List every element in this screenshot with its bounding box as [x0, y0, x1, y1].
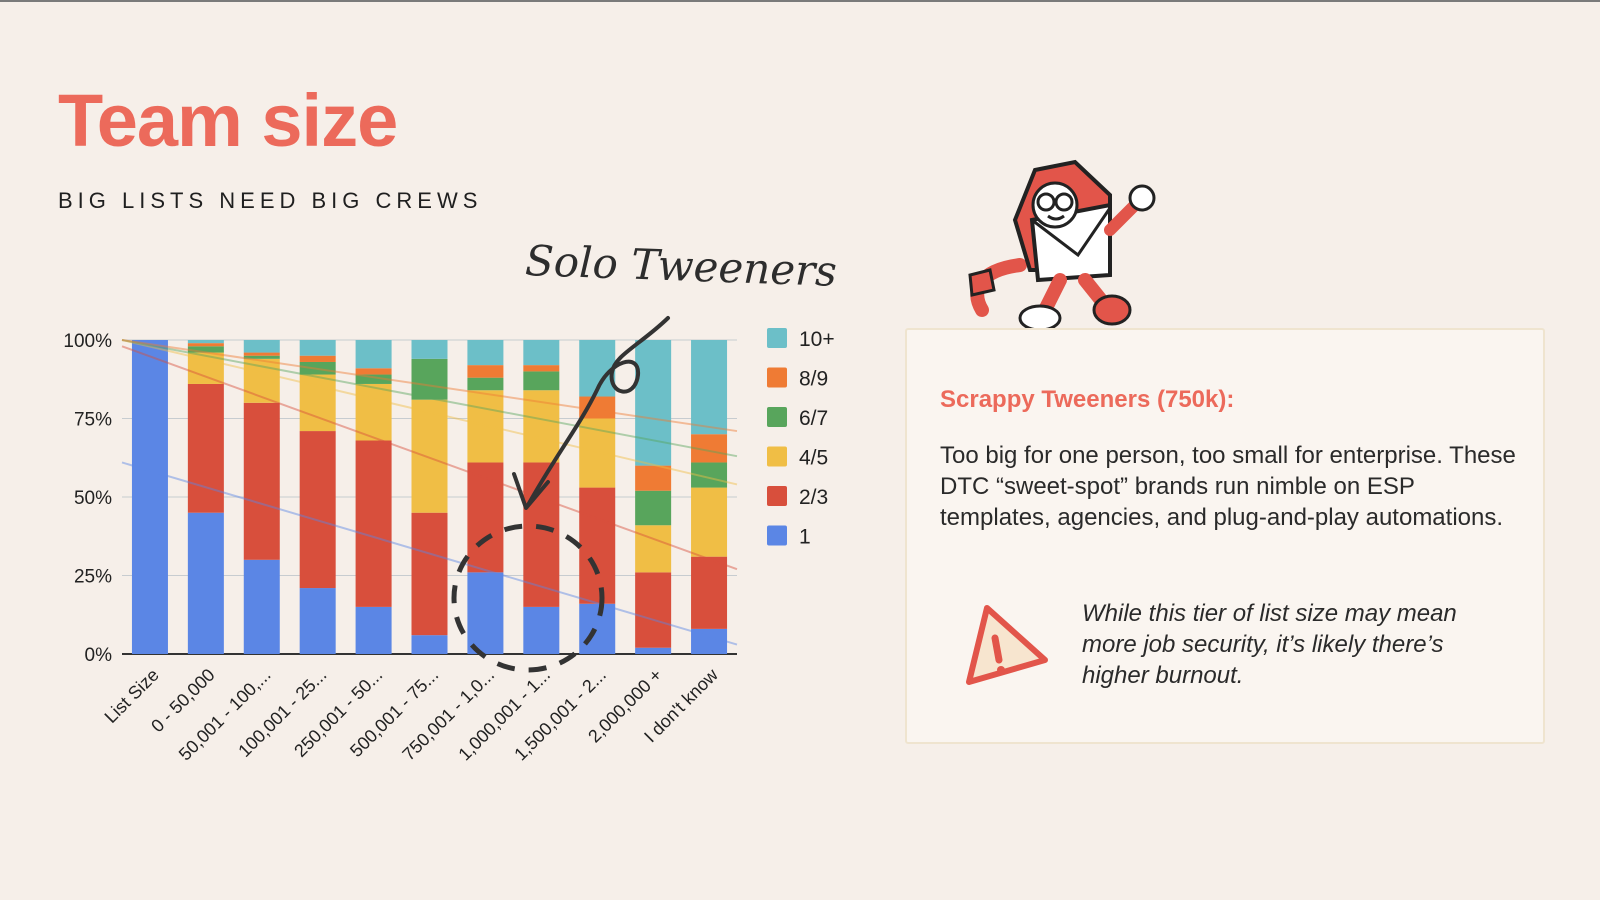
bar-segment [187, 340, 224, 344]
bar-segment [523, 462, 560, 607]
bar-segment [355, 383, 392, 441]
y-tick-label: 0% [85, 645, 113, 666]
bar-segment [635, 340, 672, 466]
bar-segment [635, 465, 672, 491]
bar-segment [411, 512, 448, 636]
bar-segment [411, 340, 448, 359]
bar-segment [411, 635, 448, 654]
bar-segment [243, 355, 280, 359]
bar-segment [691, 628, 728, 654]
bar-segment [579, 603, 616, 654]
bar-segment [411, 399, 448, 513]
bar-segment [299, 361, 336, 375]
legend-swatch [767, 328, 787, 348]
bar-segment [131, 340, 168, 654]
bar-segment [355, 368, 392, 375]
legend-label: 4/5 [799, 447, 828, 470]
chart-bars [131, 340, 728, 654]
bar-segment [579, 418, 616, 488]
bar-segment [187, 346, 224, 353]
card-heading: Scrappy Tweeners (750k): [940, 386, 1235, 413]
bar-segment [411, 358, 448, 400]
bar-segment [467, 340, 504, 366]
bar-segment [523, 340, 560, 366]
legend-swatch [767, 367, 787, 388]
chart-y-ticks: 0% 25% 50% 75% 100% [63, 331, 112, 666]
bar-segment [467, 572, 504, 654]
bar-segment [467, 365, 504, 378]
bar-segment [579, 396, 616, 419]
y-tick-label: 75% [74, 410, 112, 431]
scrappy-tweeners-card: Scrappy Tweeners (750k): Too big for one… [905, 328, 1545, 744]
bar-segment [299, 431, 336, 589]
annotation-arrowhead [512, 472, 550, 510]
bar-segment [355, 440, 392, 607]
card-body-text: Too big for one person, too small for en… [940, 442, 1516, 531]
trendline [121, 339, 738, 458]
envelope-mascot-illustration [960, 150, 1190, 345]
bar-segment [691, 487, 728, 557]
bar-segment [467, 377, 504, 391]
bar-segment [299, 340, 336, 356]
legend-swatch [767, 407, 787, 427]
bar-segment [523, 390, 560, 463]
bar-segment [187, 343, 224, 347]
trendline [121, 345, 738, 571]
bar-segment [523, 365, 560, 372]
bar-segment [691, 340, 728, 435]
warning-icon [957, 602, 1049, 691]
bar-segment [243, 559, 280, 654]
bar-segment [355, 340, 392, 369]
bar-segment [243, 340, 280, 353]
burnout-note: While this tier of list size may mean mo… [1082, 600, 1457, 689]
bar-segment [299, 374, 336, 432]
legend-label: 8/9 [799, 368, 828, 391]
legend-swatch [767, 486, 787, 506]
bar-segment [635, 525, 672, 573]
chart-legend: 10+ 8/9 6/7 4/5 2/3 1 [767, 328, 835, 549]
bar-segment [355, 374, 392, 384]
bar-segment [691, 556, 728, 629]
bar-segment [691, 434, 728, 463]
chart-trendlines [121, 339, 738, 646]
chart-annotations [451, 316, 670, 673]
slide-subtitle: BIG LISTS NEED BIG CREWS [58, 188, 483, 213]
trendline [121, 339, 738, 486]
top-rule [0, 0, 1600, 2]
annotation-arrow [526, 316, 670, 507]
y-tick-label: 25% [74, 567, 112, 588]
bar-segment [635, 647, 672, 654]
bar-segment [243, 352, 280, 356]
bar-segment [243, 402, 280, 560]
trendline [121, 461, 738, 646]
bar-segment [187, 352, 224, 384]
bar-segment [299, 355, 336, 362]
legend-label: 1 [799, 526, 811, 549]
bar-segment [523, 371, 560, 391]
legend-label: 2/3 [799, 486, 828, 509]
bar-segment [635, 490, 672, 526]
trendline [121, 339, 738, 433]
y-tick-label: 100% [63, 331, 112, 352]
legend-swatch [767, 525, 787, 546]
bar-segment [355, 606, 392, 654]
bar-segment [243, 358, 280, 403]
bar-segment [467, 462, 504, 573]
bar-segment [467, 390, 504, 463]
dashed-highlight-circle [451, 523, 605, 673]
bar-segment [635, 572, 672, 648]
bar-segment [523, 606, 560, 654]
legend-label: 6/7 [799, 407, 828, 430]
bar-segment [187, 383, 224, 513]
bar-segment [299, 588, 336, 654]
bar-segment [691, 462, 728, 488]
y-tick-label: 50% [74, 488, 112, 509]
slide-title: Team size [58, 79, 398, 162]
bar-segment [579, 487, 616, 604]
bar-segment [187, 512, 224, 654]
legend-label: 10+ [799, 328, 835, 351]
legend-swatch [767, 446, 787, 467]
